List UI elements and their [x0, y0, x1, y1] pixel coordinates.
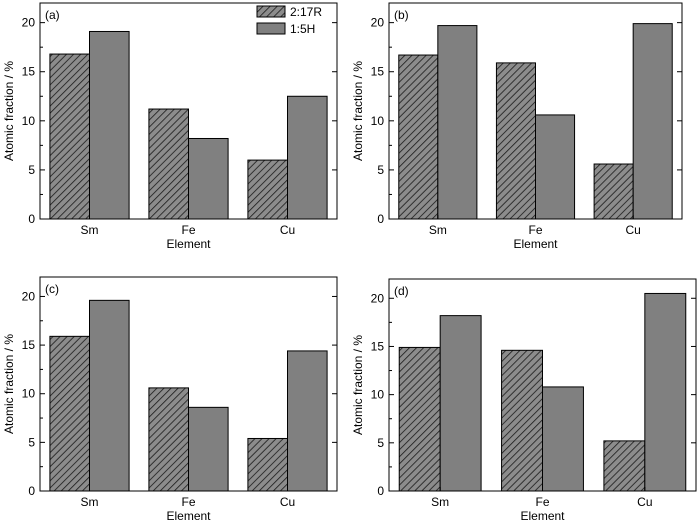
bar-fe-1-5h: [188, 137, 229, 220]
x-axis-label: Element: [166, 509, 211, 523]
y-tick-label: 0: [28, 484, 35, 498]
bar-cu-2-17r: [247, 437, 288, 492]
x-tick-label-sm: Sm: [81, 495, 99, 509]
y-tick-label: 5: [377, 163, 384, 177]
bar-cu-2-17r: [593, 163, 634, 220]
y-tick-label: 5: [28, 163, 35, 177]
panel-label: (a): [45, 8, 60, 22]
legend-label-1-5h: 1:5H: [290, 22, 315, 36]
y-tick-label: 20: [371, 291, 385, 305]
y-axis-label: Atomic fraction / %: [351, 61, 365, 161]
bar-sm-1-5h: [439, 315, 482, 492]
legend-label-2-17r: 2:17R: [290, 5, 322, 19]
x-tick-label-cu: Cu: [280, 495, 295, 509]
panel-label: (c): [45, 282, 59, 296]
y-tick-label: 0: [377, 484, 384, 498]
y-tick-label: 10: [371, 114, 385, 128]
plot-frame: [39, 276, 338, 492]
chart-panel-d: Sm Fe Cu 0 5 10 15 20 (d) Element Atomic fraction …: [351, 278, 697, 523]
y-tick-label: 15: [371, 339, 385, 353]
y-tick-label: 15: [22, 338, 36, 352]
bar-cu-2-17r: [247, 159, 288, 220]
x-tick-label-cu: Cu: [625, 223, 640, 237]
y-tick-label: 10: [22, 387, 36, 401]
bar-cu-2-17r: [603, 440, 646, 492]
y-tick-label: 5: [28, 435, 35, 449]
chart-panel-b: Sm Fe Cu 0 5 10 15 20 (b) Element Atomic fraction …: [351, 2, 683, 251]
bar-cu-1-5h: [287, 95, 328, 220]
y-axis-label: Atomic fraction / %: [2, 334, 16, 434]
panel-label: (b): [394, 8, 409, 22]
bar-fe-2-17r: [148, 387, 189, 492]
y-tick-label: 10: [22, 114, 36, 128]
bar-cu-1-5h: [644, 292, 687, 492]
y-tick-label: 0: [28, 212, 35, 226]
y-tick-label: 15: [22, 65, 36, 79]
bar-cu-1-5h: [632, 23, 673, 220]
x-tick-label-fe: Fe: [181, 223, 195, 237]
y-tick-label: 5: [377, 436, 384, 450]
plot-frame: [388, 2, 683, 220]
y-tick-label: 15: [371, 65, 385, 79]
bar-fe-2-17r: [148, 108, 189, 220]
bar-fe-1-5h: [188, 406, 229, 492]
chart-panel-c: Sm Fe Cu 0 5 10 15 20 (c) Element Atomic fraction …: [2, 276, 338, 523]
x-tick-label-sm: Sm: [429, 223, 447, 237]
bar-sm-2-17r: [49, 335, 90, 492]
bar-sm-1-5h: [89, 299, 130, 492]
bar-fe-1-5h: [542, 386, 584, 492]
x-tick-label-fe: Fe: [535, 495, 549, 509]
bar-fe-1-5h: [535, 114, 576, 220]
y-tick-label: 20: [371, 16, 385, 30]
y-tick-label: 0: [377, 212, 384, 226]
x-tick-label-sm: Sm: [81, 223, 99, 237]
bar-fe-2-17r: [501, 349, 544, 492]
bar-sm-2-17r: [398, 54, 439, 220]
x-tick-label-cu: Cu: [280, 223, 295, 237]
y-tick-label: 20: [22, 289, 36, 303]
x-tick-label-fe: Fe: [181, 495, 195, 509]
plot-frame: [388, 278, 697, 492]
plot-frame: [39, 2, 338, 220]
bar-sm-2-17r: [398, 346, 441, 492]
legend-swatch-1-5h: [256, 22, 286, 35]
y-axis-label: Atomic fraction / %: [351, 335, 365, 435]
bar-sm-1-5h: [437, 25, 478, 220]
x-axis-label: Element: [513, 237, 558, 251]
x-tick-label-sm: Sm: [431, 495, 449, 509]
y-axis-label: Atomic fraction / %: [2, 61, 16, 161]
x-axis-label: Element: [520, 509, 565, 523]
panel-label: (d): [394, 284, 409, 298]
legend: 2:17R 1:5H: [256, 5, 322, 36]
y-tick-label: 20: [22, 16, 36, 30]
bar-cu-1-5h: [287, 350, 328, 492]
bar-sm-1-5h: [89, 30, 130, 220]
x-axis-label: Element: [166, 237, 211, 251]
bar-fe-2-17r: [495, 62, 536, 220]
bar-sm-2-17r: [49, 53, 90, 220]
legend-swatch-2-17r: [256, 5, 286, 18]
chart-panel-a: Sm Fe Cu 0 5 10 15 20 (a) Element Atomic fraction …: [2, 2, 338, 251]
y-tick-label: 10: [371, 388, 385, 402]
x-tick-label-fe: Fe: [528, 223, 542, 237]
x-tick-label-cu: Cu: [637, 495, 652, 509]
